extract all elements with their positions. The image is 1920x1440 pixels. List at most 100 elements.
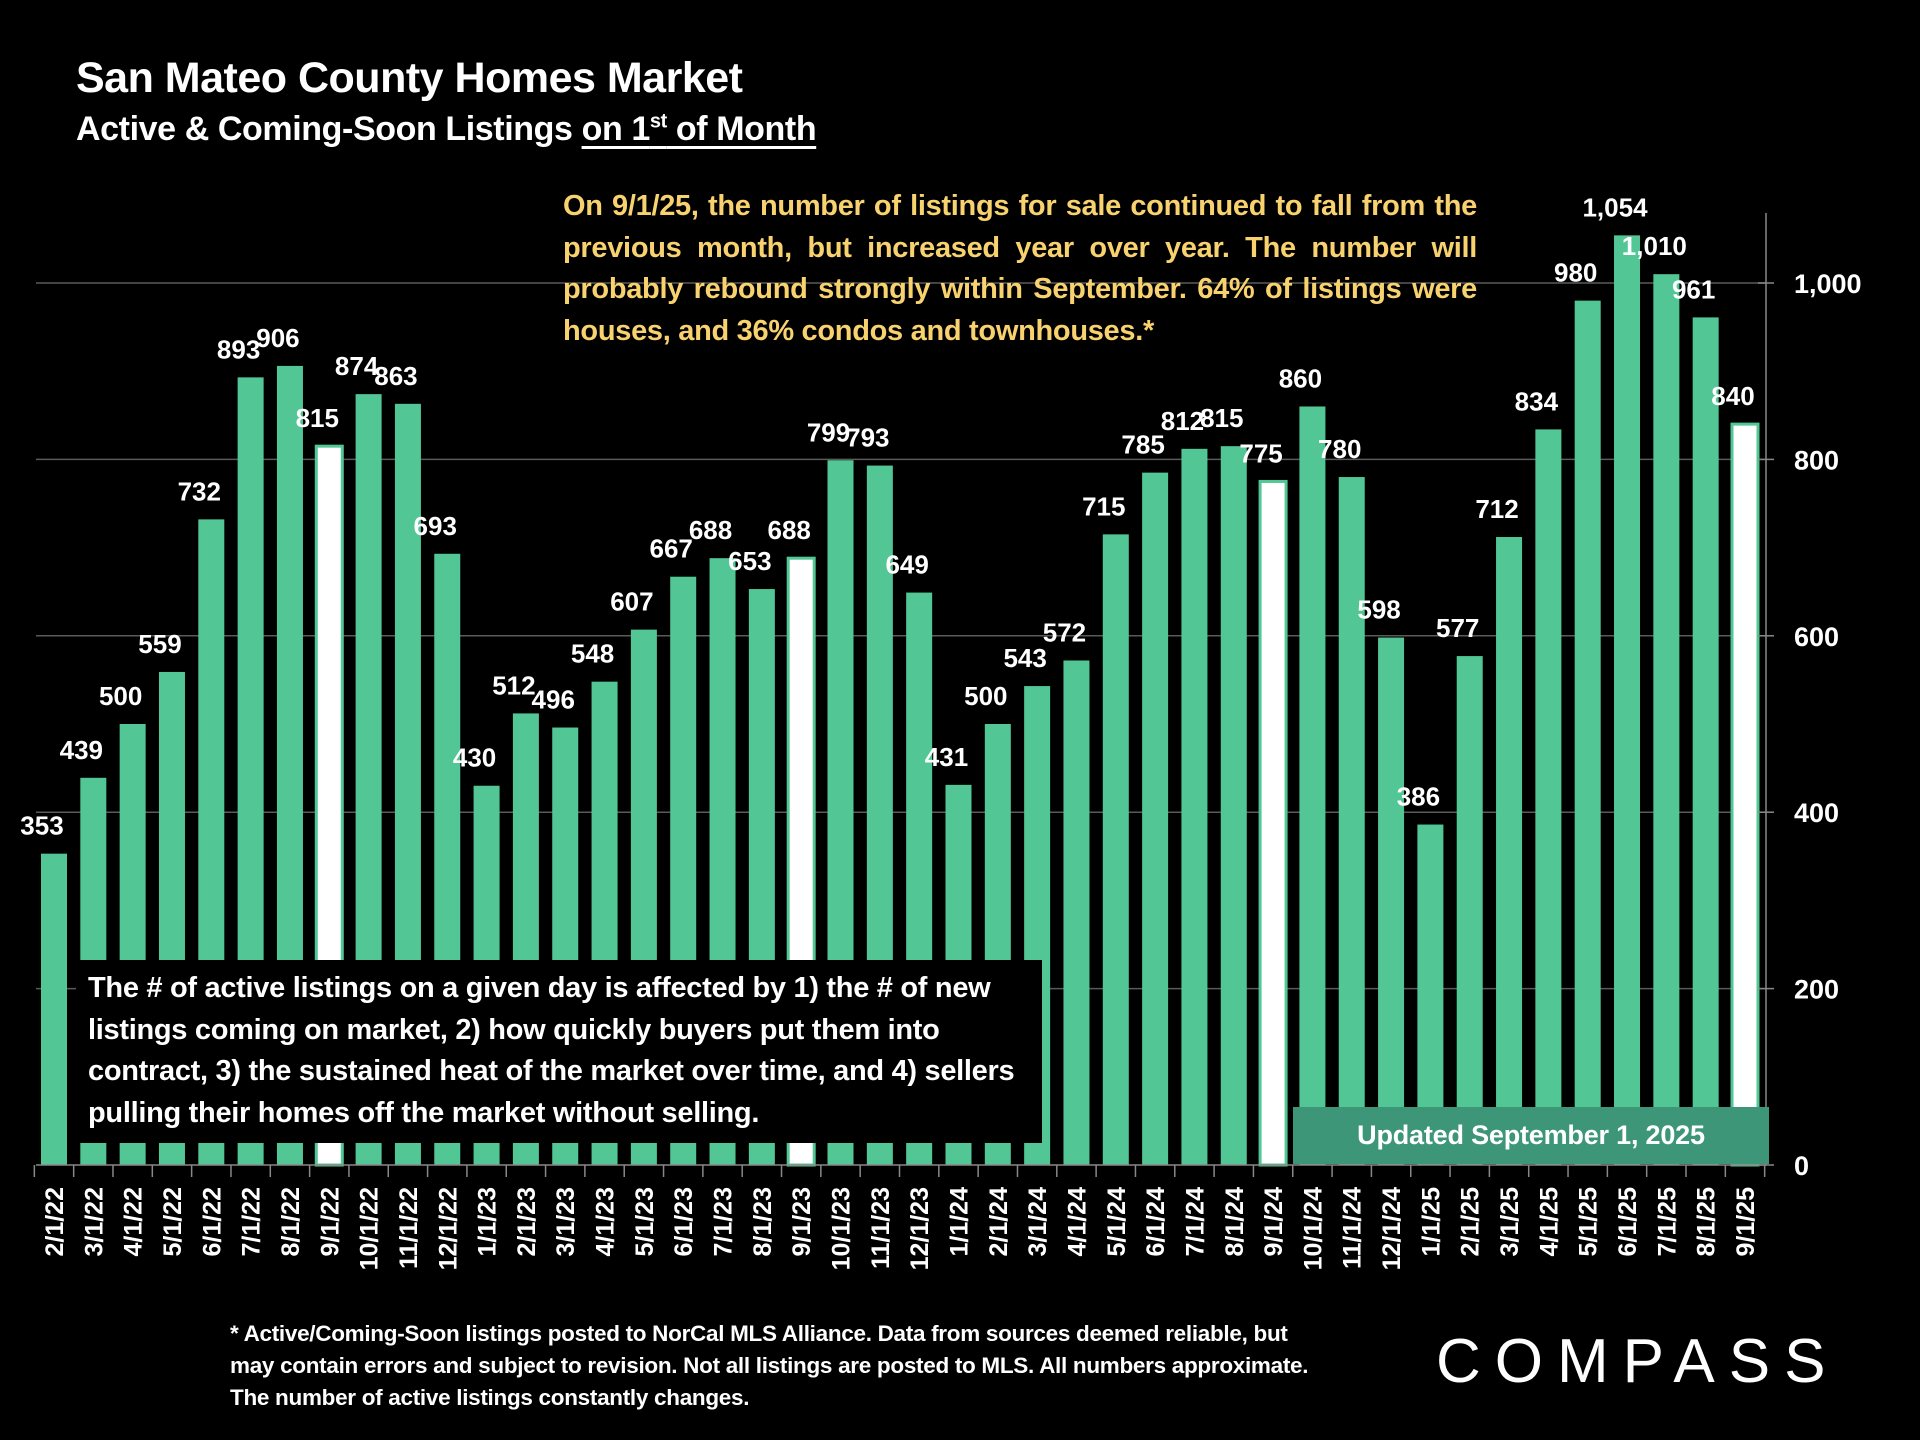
value-label: 834	[1515, 386, 1559, 416]
value-label: 1,054	[1582, 192, 1648, 222]
x-tick-label: 2/1/25	[1457, 1187, 1485, 1257]
value-label: 815	[296, 403, 339, 433]
bar	[1378, 637, 1405, 1165]
subtitle-underlined-pre: on 1	[581, 110, 651, 148]
x-tick-label: 6/1/25	[1614, 1187, 1642, 1257]
value-label: 500	[964, 681, 1007, 711]
value-label: 799	[807, 417, 850, 447]
x-tick-label: 3/1/23	[552, 1187, 580, 1257]
value-label: 607	[610, 587, 653, 617]
bar	[1338, 477, 1365, 1165]
x-tick-label: 7/1/22	[238, 1187, 266, 1257]
value-label: 439	[60, 735, 103, 765]
chart-subtitle: Active & Coming-Soon Listings on 1st of …	[76, 110, 817, 149]
x-tick-label: 6/1/22	[198, 1187, 226, 1257]
bar	[1456, 656, 1483, 1165]
bars	[41, 235, 1760, 1167]
x-tick-label: 7/1/24	[1181, 1187, 1209, 1257]
value-label: 559	[138, 629, 181, 659]
bar	[1614, 235, 1641, 1165]
bar	[1063, 660, 1090, 1165]
bar	[1496, 537, 1523, 1165]
y-tick-label: 800	[1794, 445, 1839, 475]
y-tick-label: 1,000	[1794, 269, 1862, 299]
bar	[1535, 429, 1562, 1165]
bar	[1220, 446, 1247, 1165]
x-tick-label: 4/1/22	[120, 1187, 148, 1257]
value-label: 512	[492, 670, 535, 700]
x-tick-label: 5/1/25	[1575, 1187, 1603, 1257]
subtitle-prefix: Active & Coming-Soon Listings	[76, 110, 582, 148]
value-label: 961	[1672, 274, 1715, 304]
x-tick-label: 3/1/25	[1496, 1187, 1524, 1257]
compass-logo: COMPASS	[1436, 1327, 1840, 1396]
value-label: 500	[99, 681, 142, 711]
value-label: 906	[256, 323, 299, 353]
subtitle-sup: st	[649, 110, 667, 133]
x-tick-label: 12/1/24	[1378, 1187, 1406, 1271]
value-label: 775	[1239, 438, 1282, 468]
x-tick-label: 8/1/22	[277, 1187, 305, 1257]
bar	[1299, 406, 1326, 1166]
value-label: 693	[414, 511, 457, 541]
subtitle-underlined-post: of Month	[666, 110, 817, 148]
x-tick-label: 8/1/25	[1693, 1187, 1721, 1257]
x-tick-label: 8/1/23	[749, 1187, 777, 1257]
x-tick-label: 9/1/25	[1732, 1187, 1760, 1257]
x-tick-label: 12/1/23	[906, 1187, 934, 1270]
x-tick-label: 3/1/24	[1024, 1187, 1052, 1257]
value-label: 688	[767, 515, 810, 545]
x-tick-label: 2/1/22	[41, 1187, 69, 1257]
value-label: 431	[925, 742, 968, 772]
value-label: 893	[217, 334, 260, 364]
x-tick-label: 7/1/23	[710, 1187, 738, 1257]
bar	[1692, 317, 1719, 1165]
value-label: 598	[1357, 595, 1400, 625]
bar	[1574, 300, 1601, 1165]
bar	[1142, 472, 1169, 1165]
x-tick-label: 1/1/23	[474, 1187, 502, 1257]
x-tick-label: 9/1/24	[1260, 1187, 1288, 1257]
x-tick-label: 5/1/22	[159, 1187, 187, 1257]
value-label: 715	[1082, 491, 1125, 521]
bar	[41, 853, 67, 1165]
value-label: 667	[650, 534, 693, 564]
x-tick-label: 4/1/23	[592, 1187, 620, 1257]
y-tick-label: 400	[1794, 798, 1839, 828]
x-tick-label: 11/1/23	[867, 1187, 895, 1269]
value-label: 874	[335, 351, 379, 381]
value-label: 688	[689, 515, 732, 545]
x-tick-label: 10/1/22	[356, 1187, 384, 1270]
value-label: 577	[1436, 613, 1479, 643]
x-tick-label: 12/1/22	[434, 1187, 462, 1270]
bar	[1653, 274, 1680, 1165]
x-tick-label: 4/1/24	[1063, 1187, 1091, 1257]
x-tick-label: 1/1/24	[945, 1187, 973, 1257]
x-tick-label: 1/1/25	[1417, 1187, 1445, 1257]
value-label: 543	[1003, 643, 1046, 673]
bar	[1102, 534, 1129, 1165]
value-label: 785	[1121, 430, 1164, 460]
x-tick-label: 10/1/24	[1299, 1187, 1327, 1271]
value-label: 863	[374, 361, 417, 391]
value-label: 860	[1279, 363, 1322, 393]
x-tick-label: 11/1/22	[395, 1187, 423, 1269]
value-label: 496	[532, 685, 575, 715]
value-label: 815	[1200, 403, 1243, 433]
bar	[1258, 479, 1288, 1167]
value-label: 712	[1475, 494, 1518, 524]
x-tick-label: 5/1/23	[631, 1187, 659, 1257]
x-tick-label: 5/1/24	[1103, 1187, 1131, 1257]
x-tick-label: 11/1/24	[1339, 1187, 1367, 1269]
y-tick-label: 600	[1794, 622, 1839, 652]
value-label: 980	[1554, 258, 1597, 288]
x-tick-label: 7/1/25	[1653, 1187, 1681, 1257]
x-tick-label: 2/1/23	[513, 1187, 541, 1257]
x-tick-label: 6/1/24	[1142, 1187, 1170, 1257]
y-axis: 0 200 400 600 800 1,000	[1758, 213, 1862, 1181]
x-tick-label: 3/1/22	[80, 1187, 108, 1257]
x-tick-label: 9/1/23	[788, 1187, 816, 1257]
bar	[1181, 448, 1208, 1165]
explanation-note: The # of active listings on a given day …	[76, 960, 1042, 1143]
